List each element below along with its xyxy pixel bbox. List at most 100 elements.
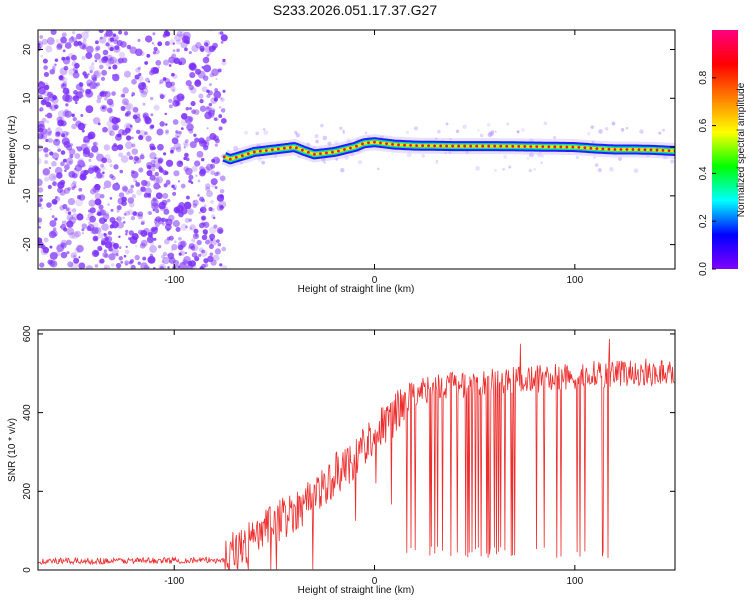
noise-blob — [136, 189, 143, 196]
noise-blob — [168, 104, 173, 109]
noise-blob — [93, 70, 102, 79]
track-peak — [301, 148, 304, 152]
track-peak — [222, 155, 226, 159]
scatter-dot — [263, 130, 269, 135]
noise-blob — [214, 172, 219, 177]
noise-blob — [185, 106, 190, 111]
noise-blob — [148, 233, 154, 238]
scatter-dot — [502, 167, 505, 171]
noise-blob — [158, 168, 164, 173]
noise-blob — [104, 211, 110, 217]
track-peak — [355, 144, 358, 148]
track-peak — [264, 149, 268, 152]
noise-blob — [164, 223, 172, 231]
noise-blob — [130, 184, 135, 189]
noise-blob — [116, 40, 123, 47]
noise-blob — [45, 120, 50, 124]
noise-blob — [138, 84, 144, 91]
noise-blob — [45, 101, 52, 108]
noise-blob — [112, 73, 120, 82]
track-peak — [252, 150, 256, 154]
track-peak — [457, 144, 461, 148]
noise-blob — [49, 219, 57, 228]
noise-blob — [208, 102, 213, 107]
noise-blob — [48, 166, 52, 170]
noise-blob — [38, 237, 43, 244]
noise-blob — [196, 150, 204, 158]
noise-blob — [54, 58, 59, 62]
noise-blob — [126, 151, 131, 157]
track-peak — [427, 144, 431, 148]
noise-blob — [117, 57, 124, 64]
noise-blob — [156, 128, 164, 136]
noise-blob — [64, 108, 69, 113]
noise-blob — [149, 245, 158, 253]
track-peak — [565, 145, 569, 149]
noise-blob — [75, 101, 78, 105]
scatter-dot — [444, 152, 447, 155]
noise-blob — [208, 207, 213, 212]
noise-blob — [131, 170, 135, 174]
noise-blob — [189, 224, 196, 231]
noise-blob — [92, 117, 101, 125]
noise-blob — [149, 174, 156, 181]
noise-blob — [124, 101, 128, 105]
noise-blob — [135, 245, 138, 248]
noise-blob — [140, 90, 148, 98]
noise-blob — [132, 114, 138, 120]
noise-blob — [90, 228, 96, 235]
noise-blob — [201, 216, 206, 221]
noise-blob — [210, 163, 216, 169]
noise-blob — [184, 139, 189, 144]
noise-blob — [152, 197, 157, 202]
noise-blob — [172, 49, 176, 53]
noise-blob — [94, 47, 100, 52]
noise-blob — [68, 160, 72, 164]
noise-blob — [62, 158, 67, 163]
noise-blob — [174, 240, 177, 243]
noise-blob — [154, 218, 158, 222]
noise-blob — [52, 95, 58, 101]
noise-blob — [60, 251, 68, 259]
noise-blob — [42, 58, 48, 64]
colorbar-tick-label: 0.2 — [698, 214, 709, 228]
noise-blob — [171, 72, 175, 77]
noise-blob — [139, 154, 145, 160]
noise-blob — [55, 157, 58, 161]
spectrogram-x-label: Height of straight line (km) — [298, 284, 415, 295]
noise-blob — [76, 213, 84, 221]
noise-blob — [74, 164, 83, 172]
noise-blob — [81, 232, 85, 235]
noise-blob — [108, 246, 113, 252]
noise-blob — [206, 93, 211, 99]
noise-blob — [102, 49, 109, 56]
noise-blob — [64, 164, 70, 170]
noise-blob — [91, 62, 95, 66]
noise-blob — [95, 45, 101, 51]
colorbar: 0.0 0.2 0.4 0.6 0.8 Normalized spectral ampl… — [698, 30, 747, 276]
noise-blob — [107, 158, 112, 164]
noise-blob — [144, 61, 149, 65]
noise-blob — [76, 33, 82, 40]
noise-blob — [112, 182, 121, 191]
snr-x-ticks: -100 0 100 — [164, 330, 584, 587]
noise-blob — [135, 48, 143, 57]
noise-blob — [180, 223, 188, 231]
scatter-dot — [346, 138, 352, 144]
noise-blob — [206, 54, 210, 58]
noise-blob — [104, 253, 109, 259]
noise-blob — [122, 216, 125, 220]
noise-blob — [157, 157, 164, 164]
noise-blob — [148, 211, 153, 215]
scatter-dot — [528, 152, 534, 158]
noise-blob — [157, 66, 160, 69]
noise-blob — [208, 244, 214, 250]
noise-blob — [193, 228, 199, 234]
noise-blob — [50, 30, 57, 36]
noise-blob — [222, 58, 226, 62]
noise-blob — [51, 152, 60, 160]
noise-blob — [54, 63, 57, 66]
track-peak — [601, 147, 605, 151]
scatter-dot — [516, 129, 520, 134]
track-peak — [258, 149, 262, 153]
